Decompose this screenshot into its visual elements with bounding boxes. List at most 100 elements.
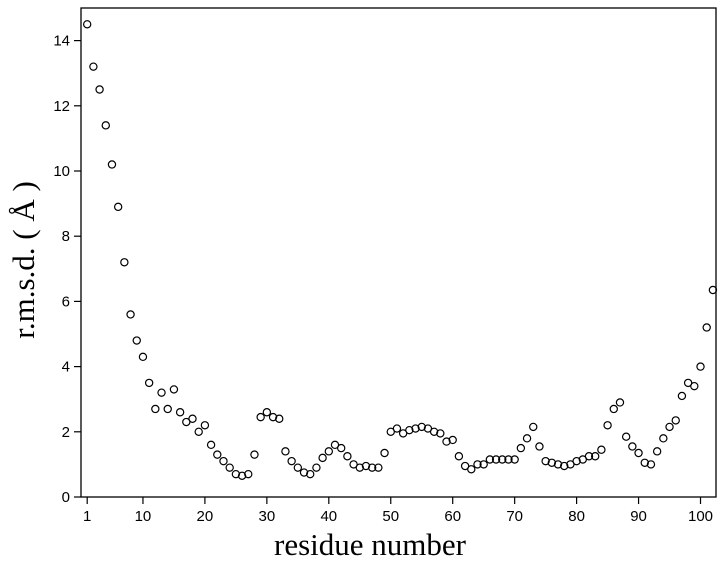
data-point xyxy=(702,323,711,332)
x-tick-label: 10 xyxy=(135,508,152,525)
data-point xyxy=(628,442,637,451)
data-point xyxy=(646,460,656,469)
data-point xyxy=(374,463,383,472)
data-point xyxy=(560,461,569,471)
data-point xyxy=(510,455,519,464)
y-axis: 0 2 4 6 8 10 12 14 xyxy=(53,33,81,506)
data-point xyxy=(677,391,687,401)
x-tick-label: 1 xyxy=(83,508,91,525)
data-point xyxy=(163,404,172,414)
data-point xyxy=(590,452,600,461)
data-point xyxy=(293,463,303,472)
data-point xyxy=(535,442,544,451)
data-point xyxy=(82,20,92,29)
data-point xyxy=(529,422,538,432)
data-point xyxy=(306,469,315,479)
data-point xyxy=(206,440,216,450)
data-point xyxy=(361,461,371,471)
data-point xyxy=(541,456,550,466)
x-tick-label: 70 xyxy=(506,508,523,525)
data-point xyxy=(473,460,482,469)
data-point xyxy=(380,448,389,458)
data-point xyxy=(250,450,259,459)
data-point xyxy=(101,121,110,130)
data-point xyxy=(603,421,612,430)
y-tick-label: 10 xyxy=(53,163,70,180)
data-point xyxy=(634,448,643,458)
x-tick-label: 60 xyxy=(444,508,461,525)
data-point xyxy=(144,378,154,388)
data-point xyxy=(498,455,507,464)
y-axis-title: r.m.s.d. ( Å ) xyxy=(6,181,41,339)
data-point xyxy=(219,456,228,466)
data-point xyxy=(287,456,296,466)
data-point xyxy=(417,422,426,432)
data-point xyxy=(138,352,148,362)
data-point xyxy=(126,310,135,319)
data-point xyxy=(367,463,377,472)
data-point xyxy=(392,424,402,433)
data-point xyxy=(516,443,526,453)
data-points xyxy=(82,20,718,481)
data-point xyxy=(256,412,265,422)
x-tick-label: 100 xyxy=(688,508,713,525)
x-axis-title: residue number xyxy=(274,527,467,562)
data-point xyxy=(479,460,488,469)
y-tick-label: 14 xyxy=(53,33,70,50)
data-point xyxy=(553,460,563,469)
data-point xyxy=(213,450,222,459)
data-point xyxy=(659,434,668,443)
data-point xyxy=(411,424,420,433)
x-axis: 1 10 20 30 40 50 60 70 80 90 100 xyxy=(83,497,713,525)
x-tick-label: 20 xyxy=(197,508,214,525)
data-point xyxy=(405,425,414,435)
data-point xyxy=(200,421,210,430)
plot-frame xyxy=(80,7,717,498)
data-point xyxy=(151,404,160,414)
data-point xyxy=(299,468,309,477)
data-point xyxy=(157,388,166,397)
data-point xyxy=(318,453,327,463)
data-point xyxy=(547,458,557,467)
data-point xyxy=(652,447,662,456)
data-point xyxy=(175,408,185,417)
data-point xyxy=(120,258,129,267)
data-point xyxy=(708,285,718,295)
data-point xyxy=(275,414,284,423)
data-point xyxy=(572,456,581,466)
x-tick-label: 90 xyxy=(630,508,647,525)
data-point xyxy=(504,455,513,464)
data-point xyxy=(584,452,594,461)
data-point xyxy=(231,469,241,479)
x-tick-label: 30 xyxy=(259,508,276,525)
data-point xyxy=(188,414,197,423)
y-tick-label: 4 xyxy=(62,359,70,376)
data-point xyxy=(454,452,464,461)
data-point xyxy=(442,437,451,446)
data-point xyxy=(225,463,234,472)
data-point xyxy=(132,336,141,345)
data-point xyxy=(485,455,495,464)
data-point xyxy=(429,427,439,436)
data-point xyxy=(268,412,278,422)
data-point xyxy=(665,422,674,432)
data-point xyxy=(597,445,606,454)
data-point xyxy=(640,458,649,467)
data-point xyxy=(436,429,445,438)
data-point xyxy=(343,452,352,461)
data-point xyxy=(113,202,123,212)
data-point xyxy=(467,465,476,474)
data-point xyxy=(491,455,501,464)
x-tick-label: 80 xyxy=(568,508,585,525)
data-point xyxy=(615,398,625,407)
data-point xyxy=(89,62,98,71)
data-point xyxy=(448,435,457,445)
data-point xyxy=(237,471,247,481)
data-point xyxy=(671,416,680,425)
y-tick-label: 0 xyxy=(62,489,70,506)
data-point xyxy=(262,408,272,417)
data-point xyxy=(95,85,104,94)
data-point xyxy=(244,469,253,479)
data-point xyxy=(107,160,117,169)
